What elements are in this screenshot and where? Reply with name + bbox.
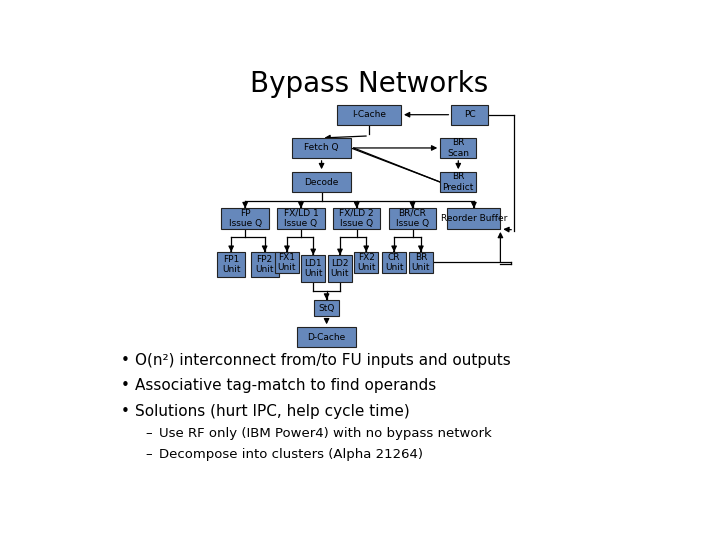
Text: PC: PC — [464, 110, 475, 119]
FancyBboxPatch shape — [275, 252, 299, 273]
Text: StQ: StQ — [318, 303, 335, 313]
Text: FX2
Unit: FX2 Unit — [357, 253, 375, 272]
Text: LD2
Unit: LD2 Unit — [330, 259, 349, 278]
Text: –: – — [145, 448, 153, 461]
Text: Solutions (hurt IPC, help cycle time): Solutions (hurt IPC, help cycle time) — [135, 404, 410, 419]
FancyBboxPatch shape — [333, 208, 380, 229]
Text: LD1
Unit: LD1 Unit — [304, 259, 323, 278]
FancyBboxPatch shape — [251, 252, 279, 277]
Text: I-Cache: I-Cache — [352, 110, 386, 119]
FancyBboxPatch shape — [315, 300, 339, 316]
FancyBboxPatch shape — [217, 252, 245, 277]
Text: D-Cache: D-Cache — [307, 333, 346, 342]
FancyBboxPatch shape — [382, 252, 406, 273]
Text: FP1
Unit: FP1 Unit — [222, 255, 240, 274]
Text: FX1
Unit: FX1 Unit — [278, 253, 296, 272]
Text: •: • — [121, 379, 130, 393]
Text: Decompose into clusters (Alpha 21264): Decompose into clusters (Alpha 21264) — [158, 448, 423, 461]
Text: FX/LD 2
Issue Q: FX/LD 2 Issue Q — [339, 209, 374, 228]
FancyBboxPatch shape — [302, 255, 325, 282]
FancyBboxPatch shape — [389, 208, 436, 229]
FancyBboxPatch shape — [292, 172, 351, 192]
FancyBboxPatch shape — [337, 105, 401, 125]
FancyBboxPatch shape — [440, 172, 477, 192]
Text: BR
Unit: BR Unit — [412, 253, 430, 272]
FancyBboxPatch shape — [447, 208, 500, 229]
FancyBboxPatch shape — [451, 105, 487, 125]
FancyBboxPatch shape — [354, 252, 378, 273]
Text: BR/CR
Issue Q: BR/CR Issue Q — [396, 209, 429, 228]
Text: Fetch Q: Fetch Q — [305, 144, 339, 152]
Text: •: • — [121, 404, 130, 419]
Text: –: – — [145, 427, 153, 440]
Text: Bypass Networks: Bypass Networks — [250, 70, 488, 98]
Text: FP
Issue Q: FP Issue Q — [228, 209, 261, 228]
Text: BR
Predict: BR Predict — [443, 172, 474, 192]
FancyBboxPatch shape — [440, 138, 477, 158]
FancyBboxPatch shape — [277, 208, 325, 229]
Text: FP2
Unit: FP2 Unit — [256, 255, 274, 274]
FancyBboxPatch shape — [409, 252, 433, 273]
Text: FX/LD 1
Issue Q: FX/LD 1 Issue Q — [284, 209, 318, 228]
Text: •: • — [121, 353, 130, 368]
FancyBboxPatch shape — [222, 208, 269, 229]
Text: Decode: Decode — [305, 178, 338, 186]
Text: BR
Scan: BR Scan — [447, 138, 469, 158]
Text: Associative tag-match to find operands: Associative tag-match to find operands — [135, 379, 436, 393]
Text: Reorder Buffer: Reorder Buffer — [441, 214, 507, 223]
Text: Use RF only (IBM Power4) with no bypass network: Use RF only (IBM Power4) with no bypass … — [158, 427, 491, 440]
FancyBboxPatch shape — [297, 327, 356, 347]
FancyBboxPatch shape — [328, 255, 351, 282]
FancyBboxPatch shape — [292, 138, 351, 158]
Text: CR
Unit: CR Unit — [385, 253, 403, 272]
Text: O(n²) interconnect from/to FU inputs and outputs: O(n²) interconnect from/to FU inputs and… — [135, 353, 510, 368]
